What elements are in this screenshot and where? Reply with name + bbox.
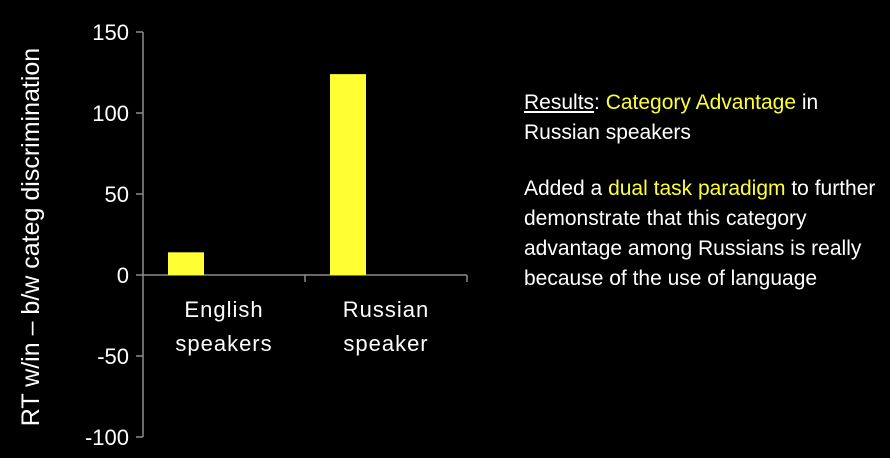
bar: [330, 74, 366, 276]
category-label: Russian speaker: [343, 297, 429, 356]
bar: [168, 252, 204, 275]
results-text-panel: Results: Category Advantage in Russian s…: [524, 88, 886, 320]
category-label-line: Russian: [343, 297, 429, 322]
category-advantage-highlight: Category Advantage: [605, 91, 797, 114]
results-colon: :: [594, 91, 606, 114]
dual-task-before: Added a: [524, 177, 609, 200]
category-label-line: English: [184, 297, 263, 322]
y-tick-label: 100: [92, 101, 129, 126]
y-tick-label: 50: [105, 182, 129, 207]
bar-chart: RT w/in – b/w categ discrimination 150 10…: [17, 20, 468, 450]
results-rest: in Russian speakers: [524, 91, 819, 144]
category-label: English speakers: [175, 297, 272, 356]
y-tick-label: 0: [117, 263, 129, 288]
y-tick-label: -50: [97, 344, 129, 369]
dual-task-paragraph: Added a dual task paradigm to further de…: [524, 174, 886, 294]
results-paragraph: Results: Category Advantage in Russian s…: [524, 88, 886, 148]
y-axis-title: RT w/in – b/w categ discrimination: [17, 48, 45, 426]
dual-task-after: to further demonstrate that this categor…: [524, 177, 876, 290]
dual-task-highlight: dual task paradigm: [608, 177, 786, 200]
y-tick-label: 150: [92, 20, 129, 45]
results-heading: Results: [524, 91, 595, 114]
category-label-line: speakers: [175, 331, 272, 356]
y-tick-label: -100: [85, 425, 129, 450]
category-label-line: speaker: [343, 331, 428, 356]
